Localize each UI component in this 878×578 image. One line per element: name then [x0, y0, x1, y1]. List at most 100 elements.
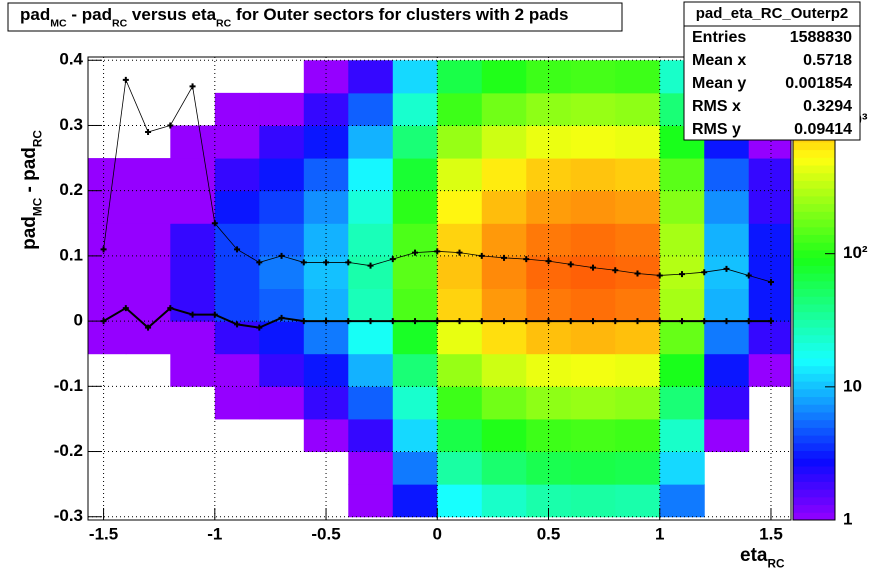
cell	[392, 353, 438, 387]
cell	[259, 125, 305, 159]
profile-point	[412, 318, 419, 325]
cell	[392, 451, 438, 485]
profile-point	[145, 128, 152, 135]
profile-point	[656, 318, 663, 325]
x-tick-label: 0	[433, 524, 442, 543]
palette-swatch	[793, 226, 835, 235]
cell	[481, 451, 527, 485]
palette-swatch	[793, 435, 835, 444]
x-label: etaRC	[740, 545, 785, 571]
palette-swatch	[793, 303, 835, 313]
cell	[704, 353, 750, 387]
palette-swatch	[793, 465, 835, 475]
profile-point	[167, 122, 174, 129]
cell	[348, 484, 394, 518]
palette-swatch	[793, 165, 835, 174]
cell	[259, 158, 305, 192]
cell	[392, 321, 438, 355]
cell	[570, 353, 616, 387]
cell	[348, 386, 394, 420]
cell	[348, 451, 394, 485]
profile-point	[612, 267, 619, 274]
cell	[437, 255, 483, 289]
cell	[348, 418, 394, 453]
stats-key: Mean y	[692, 75, 746, 92]
profile-point	[345, 259, 352, 266]
palette-swatch	[793, 288, 835, 297]
cell	[570, 158, 616, 192]
y-tick-label: -0.1	[54, 376, 83, 395]
y-tick-label: -0.3	[54, 506, 83, 525]
profile-point	[189, 311, 196, 318]
cell	[659, 321, 705, 355]
cell	[214, 288, 260, 322]
cell	[570, 60, 616, 94]
cell	[481, 223, 527, 257]
profile-point	[211, 311, 218, 318]
palette-swatch	[793, 319, 835, 328]
profile-point	[234, 246, 241, 253]
cell	[570, 321, 616, 355]
palette-swatch	[793, 273, 835, 282]
palette-swatch	[793, 195, 835, 205]
heatmap	[88, 60, 791, 518]
cell	[214, 190, 260, 224]
cell	[615, 125, 661, 159]
cell	[392, 60, 438, 94]
label-part: pad	[19, 216, 40, 250]
profile-point	[412, 249, 419, 256]
profile-point	[278, 252, 285, 259]
cell	[481, 353, 527, 387]
y-tick-label: 0	[74, 311, 83, 330]
profile-point	[145, 324, 152, 331]
cell	[392, 418, 438, 453]
profile-point	[567, 261, 574, 268]
profile-point	[501, 254, 508, 261]
cell	[615, 60, 661, 94]
cell	[615, 158, 661, 192]
stats-value: 1588830	[790, 29, 852, 46]
cell	[704, 321, 750, 355]
cell	[748, 321, 791, 355]
cell	[659, 223, 705, 257]
cell	[748, 223, 791, 257]
profile-point	[345, 318, 352, 325]
cell	[437, 288, 483, 322]
cell	[170, 125, 216, 159]
profile-point	[367, 318, 374, 325]
label-part: pad	[20, 5, 50, 24]
profile-point	[567, 318, 574, 325]
profile-point	[323, 318, 330, 325]
palette-swatch	[793, 311, 835, 320]
palette-swatch	[793, 234, 835, 243]
profile-point	[300, 318, 307, 325]
palette-swatch	[793, 504, 835, 513]
cell	[570, 288, 616, 322]
y-tick-label: 0.4	[59, 50, 83, 69]
cell	[437, 484, 483, 518]
palette-swatch	[793, 334, 835, 344]
profile-point	[545, 318, 552, 325]
cell	[259, 92, 305, 126]
y-label: padMC - padRC	[19, 130, 45, 250]
cell	[437, 190, 483, 224]
palette-swatch	[793, 280, 835, 289]
label-part: - pad	[67, 5, 112, 24]
cell	[748, 158, 791, 192]
cell	[437, 158, 483, 192]
palette-swatch	[793, 242, 835, 251]
palette-swatch	[793, 257, 835, 266]
stats-value: 0.3294	[803, 98, 852, 115]
profile-point	[590, 264, 597, 271]
cell	[481, 321, 527, 355]
axes: -1.5 -1 -0.5 0 0.5 1 1.5 -0.3 -0.2 -0.1 0 0.1 0.2 0.3…	[54, 50, 783, 544]
profile-point	[523, 318, 530, 325]
cell	[615, 190, 661, 224]
profile-point	[367, 262, 374, 269]
y-tick-label: 0.3	[59, 115, 83, 134]
palette-swatch	[793, 473, 835, 482]
cell	[170, 255, 216, 289]
cell	[481, 158, 527, 192]
profile-point	[612, 318, 619, 325]
